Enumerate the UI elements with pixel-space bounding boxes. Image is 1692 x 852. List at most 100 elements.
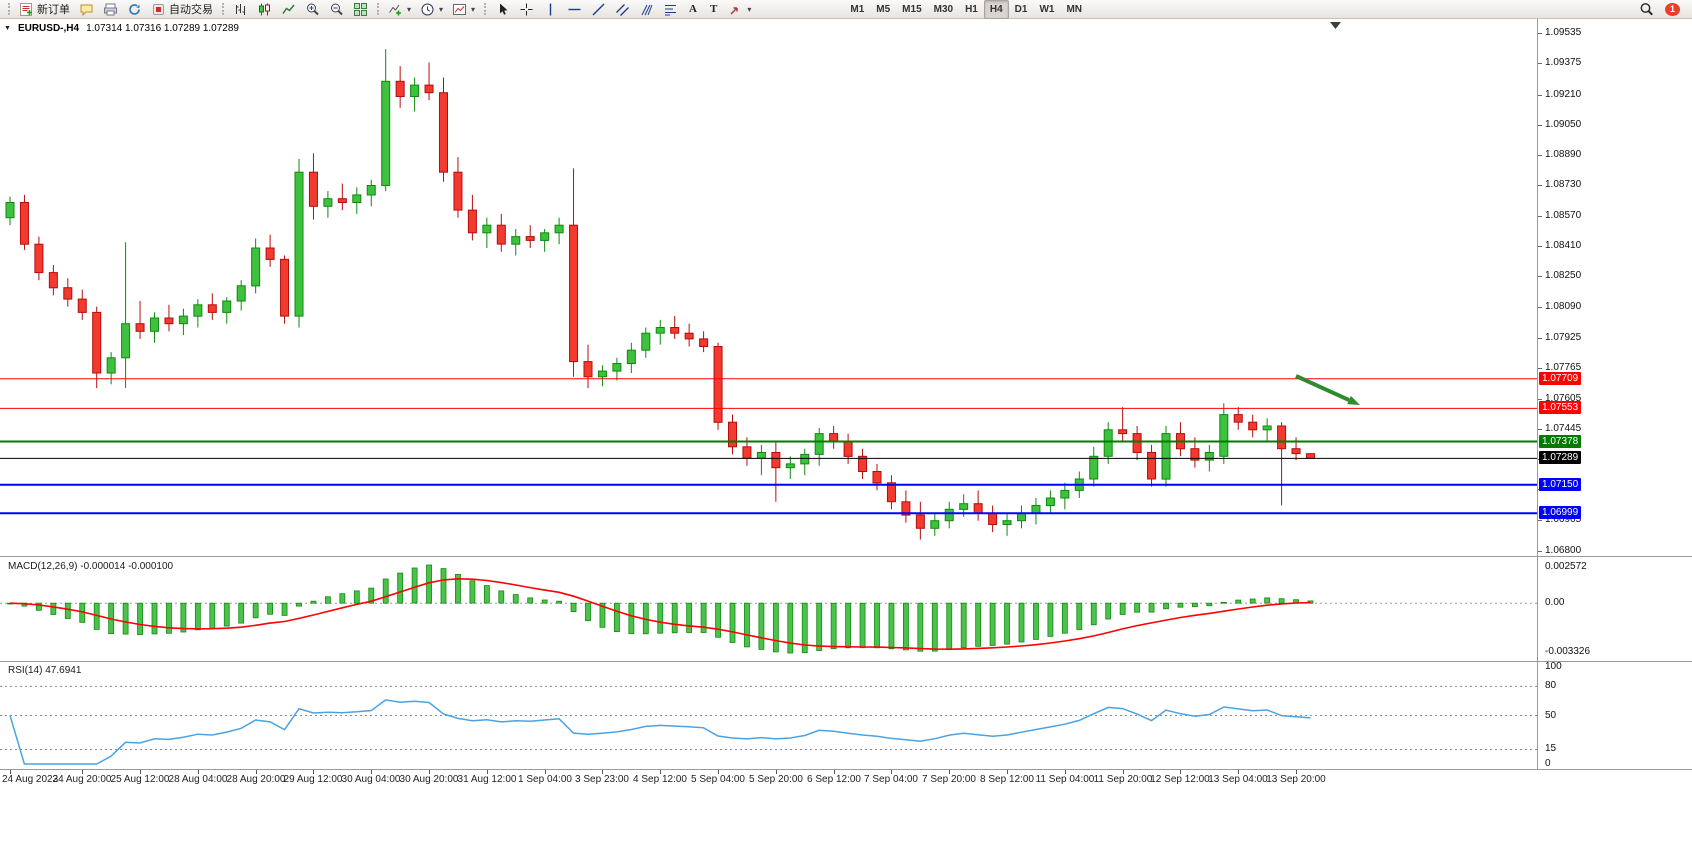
axis-tick bbox=[1538, 95, 1542, 96]
axis-tick bbox=[1538, 33, 1542, 34]
refresh-icon bbox=[127, 2, 142, 17]
macd-scale-zero: 0.00 bbox=[1545, 597, 1565, 608]
pane-separator[interactable] bbox=[0, 556, 1692, 557]
price-line-badge: 1.07289 bbox=[1539, 451, 1582, 464]
price-scale-separator bbox=[1537, 19, 1538, 770]
time-axis-tick bbox=[1238, 770, 1239, 774]
community-button[interactable] bbox=[75, 0, 98, 19]
axis-tick bbox=[1538, 125, 1542, 126]
time-axis-label: 12 Sep 12:00 bbox=[1150, 774, 1210, 785]
tf-mn-button[interactable]: MN bbox=[1066, 3, 1083, 15]
time-axis-label: 7 Sep 20:00 bbox=[922, 774, 976, 785]
cursor-icon bbox=[495, 2, 510, 17]
andrews-pitchfork-button[interactable] bbox=[635, 0, 658, 19]
time-axis-tick bbox=[1296, 770, 1297, 774]
axis-tick bbox=[1538, 155, 1542, 156]
tile-windows-button[interactable] bbox=[349, 0, 372, 19]
collapse-arrow-icon[interactable]: ▼ bbox=[4, 25, 11, 32]
time-axis-label: 31 Aug 12:00 bbox=[457, 774, 517, 785]
fibonacci-icon bbox=[663, 2, 678, 17]
cursor-button[interactable] bbox=[491, 0, 514, 19]
time-axis-tick bbox=[429, 770, 430, 774]
toolbar-grip bbox=[222, 3, 224, 15]
indicators-button[interactable]: ▾ bbox=[384, 0, 415, 19]
line-chart-icon bbox=[281, 2, 296, 17]
notification-badge[interactable]: 1 bbox=[1665, 2, 1680, 16]
time-axis-label: 30 Aug 20:00 bbox=[399, 774, 459, 785]
vertical-line-button[interactable] bbox=[539, 0, 562, 19]
tf-m5-button[interactable]: M5 bbox=[876, 3, 891, 15]
candle-chart-icon bbox=[257, 2, 272, 17]
pitchfork-icon bbox=[639, 2, 654, 17]
axis-tick bbox=[1538, 276, 1542, 277]
tf-w1-button[interactable]: W1 bbox=[1039, 3, 1055, 15]
refresh-button[interactable] bbox=[123, 0, 146, 19]
new-order-button[interactable]: 新订单 bbox=[15, 0, 74, 19]
macd-histogram bbox=[7, 564, 1314, 654]
tf-m30-button[interactable]: M30 bbox=[933, 3, 954, 15]
time-axis-label: 5 Sep 20:00 bbox=[749, 774, 803, 785]
macd-axis: 0.002572 0.00 -0.003326 bbox=[1538, 557, 1692, 661]
search-button[interactable] bbox=[1635, 0, 1658, 19]
time-axis-label: 24 Aug 20:00 bbox=[52, 774, 112, 785]
rsi-label: RSI(14) 47.6941 bbox=[8, 665, 82, 676]
text-label-button[interactable]: T bbox=[704, 0, 723, 19]
macd-pane[interactable] bbox=[0, 557, 1537, 661]
periods-button[interactable]: ▾ bbox=[416, 0, 447, 19]
tf-h1-button[interactable]: H1 bbox=[965, 3, 978, 15]
print-button[interactable] bbox=[99, 0, 122, 19]
price-axis-label: 1.09050 bbox=[1545, 119, 1582, 130]
zoom-out-button[interactable] bbox=[325, 0, 348, 19]
text-button[interactable]: A bbox=[683, 0, 703, 19]
indicators-icon bbox=[388, 2, 403, 17]
new-order-icon bbox=[19, 2, 34, 17]
time-axis-label: 8 Sep 12:00 bbox=[980, 774, 1034, 785]
fibonacci-retracement-button[interactable] bbox=[659, 0, 682, 19]
time-axis-label: 11 Sep 20:00 bbox=[1093, 774, 1153, 785]
rsi-axis-label: 80 bbox=[1545, 680, 1557, 691]
pane-separator[interactable] bbox=[0, 769, 1692, 770]
toolbar-buttons: 新订单 自动交易 ▾ ▾ ▾ A T ▾ M1 M5 M15 M30 H1 H4 D1 W1 MN bbox=[4, 0, 1088, 19]
time-axis-label: 4 Sep 12:00 bbox=[633, 774, 687, 785]
trend-arrow-annotation[interactable] bbox=[1295, 374, 1360, 405]
horizontal-line-button[interactable] bbox=[563, 0, 586, 19]
pane-separator[interactable] bbox=[0, 661, 1692, 662]
trendline-button[interactable] bbox=[587, 0, 610, 19]
bar-chart-icon bbox=[233, 2, 248, 17]
time-axis-tick bbox=[1180, 770, 1181, 774]
tf-m15-button[interactable]: M15 bbox=[902, 3, 922, 15]
time-axis-label: 5 Sep 04:00 bbox=[691, 774, 745, 785]
tf-m1-button[interactable]: M1 bbox=[850, 3, 865, 15]
templates-icon bbox=[452, 2, 467, 17]
auto-trading-button[interactable]: 自动交易 bbox=[147, 0, 217, 19]
time-axis-tick bbox=[718, 770, 719, 774]
price-axis-label: 1.08890 bbox=[1545, 149, 1582, 160]
periods-icon bbox=[420, 2, 435, 17]
chart-shift-marker[interactable] bbox=[1330, 22, 1341, 29]
bar-chart-button[interactable] bbox=[229, 0, 252, 19]
new-order-label: 新订单 bbox=[37, 4, 70, 16]
rsi-pane[interactable] bbox=[0, 662, 1537, 769]
toolbar-right: 1 bbox=[1635, 0, 1688, 19]
time-axis-tick bbox=[371, 770, 372, 774]
candlestick-chart-button[interactable] bbox=[253, 0, 276, 19]
tf-d1-button[interactable]: D1 bbox=[1014, 3, 1028, 15]
tf-h4-button[interactable]: H4 bbox=[983, 0, 1009, 19]
macd-label: MACD(12,26,9) -0.000014 -0.000100 bbox=[8, 561, 174, 572]
rsi-axis-label: 15 bbox=[1545, 743, 1557, 754]
equidistant-channel-button[interactable] bbox=[611, 0, 634, 19]
line-chart-button[interactable] bbox=[277, 0, 300, 19]
axis-tick bbox=[1538, 520, 1542, 521]
time-axis-tick bbox=[140, 770, 141, 774]
price-axis-label: 1.08570 bbox=[1545, 210, 1582, 221]
templates-button[interactable]: ▾ bbox=[448, 0, 479, 19]
zoom-in-button[interactable] bbox=[301, 0, 324, 19]
axis-tick bbox=[1538, 216, 1542, 217]
main-toolbar: 新订单 自动交易 ▾ ▾ ▾ A T ▾ M1 M5 M15 M30 H1 H4 D1 W1 MN 1 bbox=[0, 0, 1692, 19]
price-chart-pane[interactable] bbox=[0, 19, 1537, 556]
axis-tick bbox=[1538, 368, 1542, 369]
arrow-objects-button[interactable]: ▾ bbox=[724, 0, 755, 19]
time-axis-tick bbox=[198, 770, 199, 774]
horizontal-line-icon bbox=[567, 2, 582, 17]
crosshair-button[interactable] bbox=[515, 0, 538, 19]
